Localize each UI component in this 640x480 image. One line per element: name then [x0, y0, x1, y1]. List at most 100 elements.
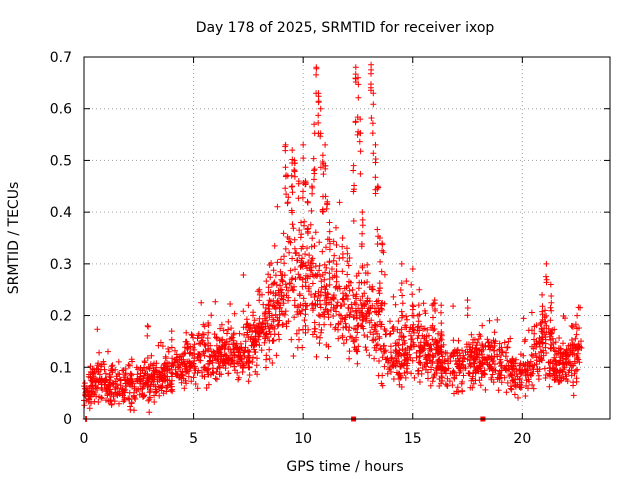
data-point [470, 369, 477, 376]
data-point [381, 271, 388, 278]
data-point [508, 383, 514, 390]
data-point [197, 340, 204, 347]
data-point [176, 374, 183, 381]
data-point [361, 279, 368, 286]
data-point [415, 342, 422, 349]
data-point [262, 333, 268, 340]
data-point [532, 350, 539, 357]
data-point [386, 366, 392, 373]
data-point [155, 342, 162, 349]
data-point [349, 305, 356, 312]
data-point [354, 360, 361, 367]
data-point [146, 389, 153, 396]
data-point [522, 336, 529, 343]
data-point [320, 171, 327, 178]
data-point [185, 344, 192, 351]
data-point [438, 329, 445, 335]
data-point [429, 360, 436, 367]
data-point [245, 302, 252, 309]
data-point [156, 384, 163, 391]
data-point [560, 313, 567, 319]
data-point [263, 352, 270, 359]
data-point [222, 340, 229, 346]
data-point [299, 261, 306, 268]
data-point [253, 362, 260, 369]
data-point [328, 301, 335, 308]
data-point [256, 291, 263, 298]
data-point [311, 176, 317, 183]
data-point [84, 384, 90, 391]
chart-title: Day 178 of 2025, SRMTID for receiver ixo… [196, 20, 495, 36]
data-point [289, 275, 296, 282]
data-point [288, 285, 295, 291]
data-point [370, 90, 377, 97]
data-point [291, 167, 298, 173]
data-point [188, 378, 195, 385]
data-point [496, 368, 503, 375]
data-point [529, 382, 536, 388]
data-point [151, 376, 158, 383]
data-point [256, 330, 263, 337]
data-point [347, 333, 354, 340]
data-point [323, 205, 330, 212]
data-point [431, 297, 438, 304]
data-point [239, 364, 246, 371]
data-point [231, 360, 238, 367]
data-point [273, 352, 280, 359]
data-point [547, 345, 554, 352]
data-point [182, 360, 188, 367]
data-point [176, 364, 183, 371]
data-point [528, 372, 535, 379]
data-point [425, 332, 432, 339]
data-point [227, 336, 233, 342]
data-point [280, 310, 287, 317]
data-point [304, 275, 311, 282]
data-point [522, 372, 529, 379]
data-point [322, 193, 329, 200]
data-point [372, 190, 379, 197]
data-point [198, 299, 205, 306]
data-point [302, 306, 309, 313]
data-point [282, 141, 289, 148]
data-point [450, 353, 457, 360]
data-point [240, 308, 247, 315]
data-point [144, 379, 151, 386]
data-point [319, 159, 326, 165]
data-point [291, 236, 298, 243]
data-point [208, 312, 215, 319]
data-point [256, 297, 263, 304]
data-point [465, 351, 472, 358]
data-point [240, 349, 247, 356]
data-point [529, 327, 535, 334]
data-point [220, 327, 227, 334]
data-point [366, 319, 373, 326]
data-point [306, 252, 313, 259]
data-point [214, 335, 220, 342]
data-point [225, 356, 232, 363]
data-point [416, 379, 423, 385]
data-point [144, 322, 151, 329]
data-point [445, 358, 452, 364]
data-point [291, 157, 298, 164]
data-point [398, 326, 405, 333]
data-point [191, 365, 198, 372]
data-point [353, 310, 360, 316]
data-point [480, 346, 487, 353]
data-point [129, 358, 136, 365]
data-point [216, 364, 223, 370]
data-point [432, 307, 439, 314]
data-point [390, 363, 397, 370]
data-point [269, 338, 276, 344]
data-point [300, 295, 307, 302]
data-point [354, 329, 361, 336]
data-point [156, 392, 163, 399]
data-point [127, 382, 134, 389]
data-point [205, 371, 212, 378]
data-point [191, 341, 198, 348]
data-point [162, 353, 169, 360]
data-point [486, 361, 493, 368]
data-point [457, 367, 464, 374]
data-point [225, 326, 232, 333]
data-point [368, 115, 375, 121]
data-point [263, 278, 270, 285]
